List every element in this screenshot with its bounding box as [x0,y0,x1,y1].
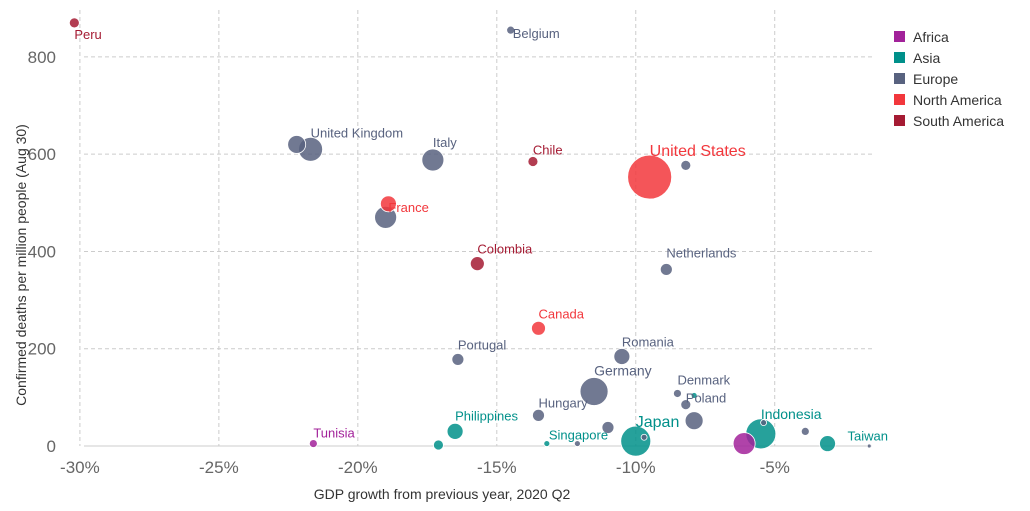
data-point-italy [421,148,445,172]
y-axis-label: Confirmed deaths per million people (Aug… [13,124,29,406]
point-label-portugal: Portugal [458,337,507,352]
data-point-26 [640,433,648,441]
x-tick-label: -30% [60,458,100,477]
legend-swatch [894,94,905,105]
data-point-17 [690,392,698,399]
gridlines [79,10,872,447]
point-label-belgium: Belgium [513,26,560,41]
data-point-romania [613,348,631,365]
data-point-taiwan [819,435,836,452]
point-label-italy: Italy [433,135,457,150]
data-point-tunisia [308,439,318,448]
data-point-29 [732,432,756,455]
data-point-peru [68,17,80,29]
point-label-tunisia: Tunisia [313,426,355,441]
point-label-poland: Poland [686,391,726,406]
data-point-philippines [446,423,464,440]
point-label-denmark: Denmark [677,372,730,387]
data-point-32 [800,427,810,436]
data-point-20 [684,411,704,431]
data-point-34 [866,443,872,449]
legend-label: Europe [913,70,959,87]
legend-label: Africa [913,28,949,45]
data-point-canada [531,320,546,336]
data-point-france [379,195,397,213]
data-points [68,17,872,457]
point-label-canada: Canada [538,306,584,321]
x-tick-label: -20% [338,458,378,477]
data-point-27 [433,439,444,451]
point-label-france: France [388,200,428,215]
legend-item-south-america[interactable]: South America [894,110,1004,131]
point-label-germany: Germany [594,363,652,379]
point-label-taiwan: Taiwan [848,429,888,444]
data-point-singapore [543,440,551,447]
data-point-9 [680,159,692,171]
legend-swatch [894,31,905,42]
legend-swatch [894,73,905,84]
axis-ticks: -30% -25% -20% -15% -10% -5% 0 200 400 600 800 [28,48,790,477]
x-tick-label: -25% [199,458,239,477]
data-point-chile [527,156,539,167]
point-label-hungary: Hungary [538,395,588,410]
legend-label: South America [913,112,1005,129]
x-axis-label: GDP growth from previous year, 2020 Q2 [314,486,571,502]
data-point-31 [760,419,768,427]
point-label-philippines: Philippines [455,408,518,423]
legend-label: Asia [913,49,941,66]
x-tick-label: -15% [477,458,517,477]
x-tick-label: -5% [760,458,790,477]
legend-swatch [894,115,905,126]
data-point-netherlands [659,263,673,276]
point-label-united-states: United States [650,143,746,160]
legend-swatch [894,52,905,63]
legend-item-africa[interactable]: Africa [894,26,1004,47]
data-point-3 [287,135,307,154]
point-label-singapore: Singapore [549,428,608,443]
point-label-indonesia: Indonesia [761,406,822,422]
point-label-japan: Japan [636,414,680,431]
point-labels: Peru Belgium United Kingdom Italy France Chil… [74,26,888,443]
data-point-denmark [673,389,682,398]
data-point-germany [579,377,609,406]
y-tick-label: 600 [28,145,56,164]
x-tick-label: -10% [616,458,656,477]
point-label-chile: Chile [533,142,563,157]
point-label-united-kingdom: United Kingdom [311,125,404,140]
legend-label: North America [913,91,1002,108]
legend: Africa Asia Europe North America South Ameri… [894,26,1004,131]
y-tick-label: 0 [47,437,56,456]
y-tick-label: 200 [28,340,56,359]
data-point-belgium [506,25,516,35]
data-point-colombia [469,256,485,272]
data-point-25 [601,421,615,434]
legend-item-asia[interactable]: Asia [894,47,1004,68]
point-label-netherlands: Netherlands [666,245,737,260]
data-point-japan [620,425,652,457]
data-point-poland [680,399,692,411]
point-label-romania: Romania [622,335,675,350]
legend-item-europe[interactable]: Europe [894,68,1004,89]
data-point-hungary [532,408,545,422]
legend-item-north-america[interactable]: North America [894,89,1004,110]
data-point-united-states [627,154,673,200]
y-tick-label: 800 [28,48,56,67]
data-point-portugal [451,353,465,366]
y-tick-label: 400 [28,242,56,261]
point-label-colombia: Colombia [477,242,533,257]
point-label-peru: Peru [74,27,101,42]
data-point-24 [573,440,581,447]
